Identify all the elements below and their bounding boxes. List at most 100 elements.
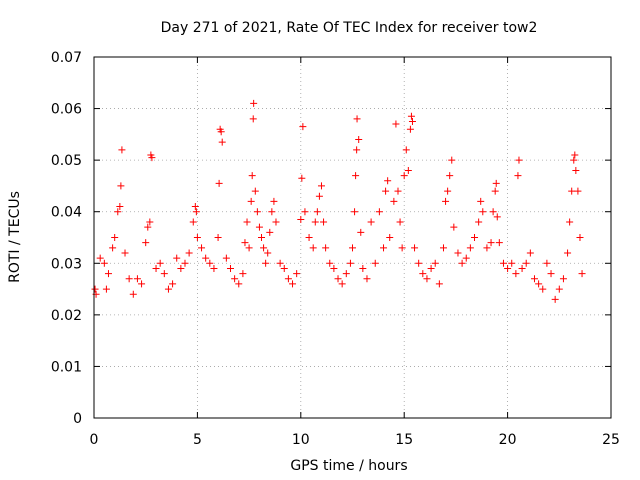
data-point [298,174,306,182]
data-point [142,239,150,247]
data-point [243,218,251,226]
data-point [260,244,268,252]
data-point [411,244,419,252]
data-point [423,275,431,283]
data-point [515,156,523,164]
data-point [326,259,334,267]
chart-title: Day 271 of 2021, Rate Of TEC Index for r… [161,20,538,36]
data-point [380,244,388,252]
data-point [566,218,574,226]
x-axis-label: GPS time / hours [290,458,407,474]
y-tick-label: 0.07 [51,50,82,66]
data-point [574,187,582,195]
data-point [568,187,576,195]
data-point [330,264,338,272]
data-point [129,290,137,298]
y-tick-label: 0.01 [51,359,82,375]
data-point [217,128,225,136]
y-tick-label: 0.02 [51,308,82,324]
data-points [91,99,586,303]
data-point [491,187,499,195]
data-point [114,208,122,216]
data-point [576,234,584,241]
data-point [408,117,416,125]
data-point [226,264,234,272]
data-point [191,203,199,211]
data-point [218,138,226,146]
data-point [152,264,160,272]
data-point [266,228,274,236]
data-point [250,99,258,107]
data-point [448,156,456,164]
data-point [276,259,284,267]
data-point [559,275,567,283]
data-point [293,270,301,278]
data-point [202,254,210,262]
data-point [272,218,280,226]
data-point [222,254,230,262]
data-point [215,179,223,187]
data-point [400,172,408,180]
data-point [322,244,330,252]
data-point [495,239,503,247]
data-point [570,156,578,164]
data-point [471,234,479,241]
data-point [284,275,292,283]
data-point [522,259,530,267]
data-point [489,208,497,216]
data-point [311,218,319,226]
data-point [133,275,141,283]
data-point [253,208,261,216]
data-point [104,270,112,278]
data-point [384,177,392,185]
y-tick-label: 0 [73,411,82,427]
x-tick-label: 5 [193,432,202,448]
data-point [164,285,172,293]
data-point [508,259,516,267]
data-point [206,259,214,267]
data-point [189,218,197,226]
y-tick-label: 0.03 [51,256,82,272]
data-point [264,249,272,257]
data-point [121,249,129,257]
data-point [289,280,297,288]
x-tick-label: 20 [499,432,517,448]
data-point [396,218,404,226]
y-tick-label: 0.06 [51,102,82,118]
data-point [427,264,435,272]
data-point [462,254,470,262]
data-point [235,280,243,288]
data-point [173,254,181,262]
data-point [386,234,394,241]
data-point [493,213,501,221]
data-point [342,270,350,278]
data-point [450,223,458,231]
data-point [299,123,307,131]
data-point [102,285,110,293]
data-point [116,203,124,211]
data-point [359,264,367,272]
data-point [454,249,462,257]
data-point [357,228,365,236]
x-tick-label: 15 [395,432,413,448]
data-point [100,259,108,267]
x-tick-label: 25 [602,432,620,448]
data-point [320,218,328,226]
data-point [231,275,239,283]
data-point [241,239,249,247]
data-point [280,264,288,272]
data-point [249,115,257,123]
data-point [245,244,253,252]
data-point [353,115,361,123]
data-point [530,275,538,283]
data-point [118,146,126,154]
data-point [192,208,200,216]
x-axis-tick-labels: 0 5 10 15 20 25 [90,432,620,448]
data-point [117,182,125,190]
data-point [564,249,572,257]
data-point [499,259,507,267]
data-point [96,254,104,262]
data-point [514,172,522,180]
data-point [317,182,325,190]
